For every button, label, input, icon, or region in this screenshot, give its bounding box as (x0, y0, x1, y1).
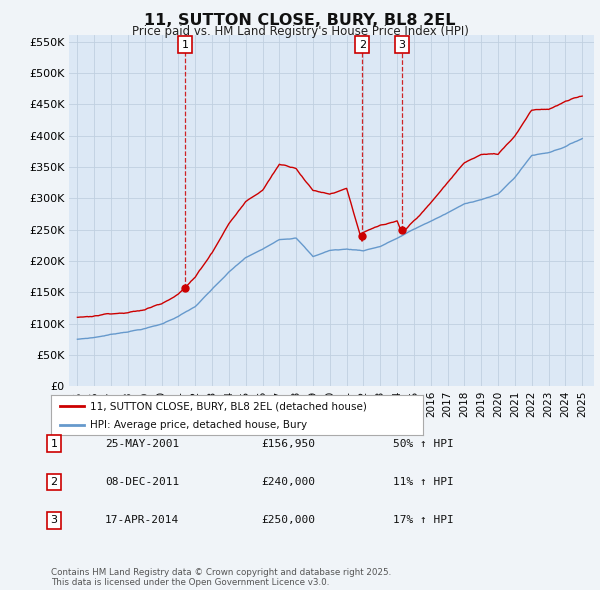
Text: £250,000: £250,000 (261, 516, 315, 525)
Text: £156,950: £156,950 (261, 439, 315, 448)
Text: 2: 2 (359, 40, 366, 50)
Text: HPI: Average price, detached house, Bury: HPI: Average price, detached house, Bury (90, 421, 307, 430)
Text: 1: 1 (181, 40, 188, 50)
Text: 11% ↑ HPI: 11% ↑ HPI (393, 477, 454, 487)
Text: 3: 3 (398, 40, 406, 50)
Text: 11, SUTTON CLOSE, BURY, BL8 2EL (detached house): 11, SUTTON CLOSE, BURY, BL8 2EL (detache… (90, 401, 367, 411)
Text: 1: 1 (50, 439, 58, 448)
Text: 2: 2 (50, 477, 58, 487)
Text: 3: 3 (50, 516, 58, 525)
Text: 08-DEC-2011: 08-DEC-2011 (105, 477, 179, 487)
Text: 50% ↑ HPI: 50% ↑ HPI (393, 439, 454, 448)
Text: 25-MAY-2001: 25-MAY-2001 (105, 439, 179, 448)
Text: 17-APR-2014: 17-APR-2014 (105, 516, 179, 525)
Text: Contains HM Land Registry data © Crown copyright and database right 2025.
This d: Contains HM Land Registry data © Crown c… (51, 568, 391, 587)
Text: Price paid vs. HM Land Registry's House Price Index (HPI): Price paid vs. HM Land Registry's House … (131, 25, 469, 38)
Text: £240,000: £240,000 (261, 477, 315, 487)
Text: 11, SUTTON CLOSE, BURY, BL8 2EL: 11, SUTTON CLOSE, BURY, BL8 2EL (144, 13, 456, 28)
Text: 17% ↑ HPI: 17% ↑ HPI (393, 516, 454, 525)
